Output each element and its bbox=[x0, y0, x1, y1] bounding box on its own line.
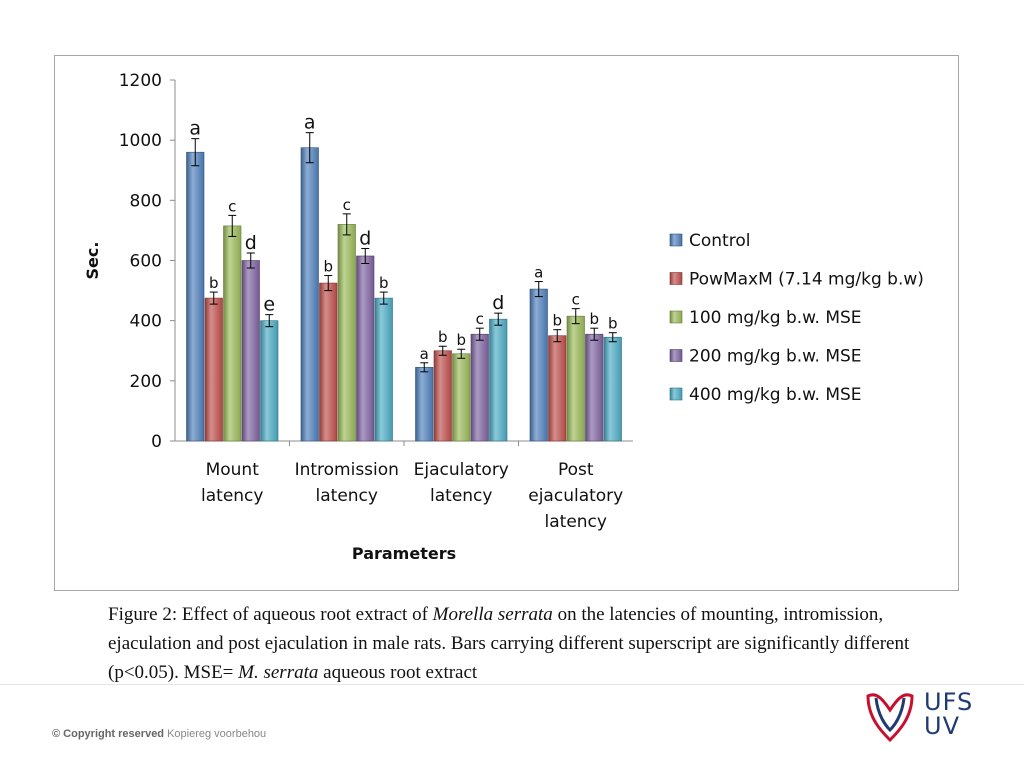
x-category-label: latency bbox=[316, 486, 378, 506]
significance-label: b bbox=[209, 274, 219, 292]
bar bbox=[585, 333, 604, 442]
y-tick-label: 600 bbox=[130, 252, 162, 272]
legend-swatch bbox=[669, 233, 683, 247]
x-category-label: latency bbox=[430, 486, 492, 506]
bar bbox=[260, 320, 279, 442]
caption-text-2: on the latencies of mounting, intromissi… bbox=[108, 604, 910, 683]
caption-species: Morella serrata bbox=[432, 604, 553, 625]
legend-label: 100 mg/kg b.w. MSE bbox=[689, 308, 862, 328]
y-tick-label: 800 bbox=[130, 191, 162, 211]
copyright-notice: © Copyright reserved Kopiereg voorbehou bbox=[52, 728, 266, 740]
bar bbox=[374, 297, 393, 442]
bar bbox=[489, 318, 508, 442]
bar bbox=[452, 353, 471, 442]
significance-label: a bbox=[534, 264, 543, 282]
ufs-logo-icon bbox=[866, 693, 914, 743]
legend-label: Control bbox=[689, 231, 750, 251]
significance-label: a bbox=[420, 345, 429, 363]
chart-frame: 0 200 400 600 800 1000 1200 Sec. Parameters a b c d e… bbox=[54, 55, 959, 591]
significance-label: b bbox=[456, 331, 466, 349]
bar bbox=[433, 350, 452, 442]
logo-line-1: UFS bbox=[924, 688, 974, 716]
legend-swatch bbox=[669, 272, 683, 285]
logo-line-2: UV bbox=[924, 712, 960, 740]
y-tick-label: 400 bbox=[130, 312, 162, 332]
significance-label: b bbox=[379, 274, 389, 292]
significance-label: b bbox=[438, 328, 448, 346]
bar bbox=[204, 297, 223, 442]
ufs-logo-text: UFS UV bbox=[924, 690, 973, 738]
bar-chart: 020040060080010001200Sec.Parametersabcde… bbox=[83, 71, 924, 563]
x-category-label: Post bbox=[558, 460, 594, 480]
bar bbox=[186, 151, 205, 442]
y-tick-label: 0 bbox=[151, 432, 162, 452]
significance-label: c bbox=[343, 196, 351, 214]
y-tick-label: 1000 bbox=[119, 131, 162, 151]
legend-swatch bbox=[669, 349, 683, 362]
x-category-label: latency bbox=[545, 512, 607, 532]
significance-label: a bbox=[304, 112, 316, 134]
bar bbox=[337, 224, 356, 442]
copyright-text: © Copyright reserved bbox=[52, 728, 165, 740]
significance-label: d bbox=[492, 292, 504, 314]
legend-label: 400 mg/kg b.w. MSE bbox=[689, 385, 862, 405]
caption-text-3: aqueous root extract bbox=[318, 662, 478, 683]
footer-band bbox=[0, 684, 1024, 769]
significance-label: a bbox=[189, 118, 201, 140]
x-category-label: Intromission bbox=[295, 460, 399, 480]
x-category-label: ejaculatory bbox=[528, 486, 623, 506]
bar bbox=[300, 147, 319, 442]
significance-label: c bbox=[228, 197, 236, 215]
bar bbox=[241, 260, 260, 442]
y-tick-label: 200 bbox=[130, 372, 162, 392]
significance-label: d bbox=[245, 232, 257, 254]
significance-label: b bbox=[589, 310, 599, 328]
caption-species-abbrev: M. serrata bbox=[238, 662, 319, 683]
bar bbox=[566, 315, 585, 442]
bar bbox=[356, 255, 375, 442]
bar bbox=[529, 288, 548, 442]
significance-label: d bbox=[359, 227, 371, 249]
bar bbox=[319, 282, 338, 442]
bar bbox=[548, 335, 567, 442]
significance-label: b bbox=[323, 258, 333, 276]
bar bbox=[470, 333, 489, 442]
y-tick-label: 1200 bbox=[119, 71, 162, 91]
significance-label: c bbox=[476, 310, 484, 328]
significance-label: b bbox=[608, 315, 618, 333]
significance-label: c bbox=[572, 291, 580, 309]
significance-label: b bbox=[552, 312, 562, 330]
copyright-text-af: Kopiereg voorbehou bbox=[167, 728, 267, 740]
bar bbox=[223, 225, 242, 442]
legend-label: 200 mg/kg b.w. MSE bbox=[689, 347, 862, 367]
x-category-label: latency bbox=[201, 486, 263, 506]
bar bbox=[603, 336, 622, 442]
legend-swatch bbox=[669, 387, 683, 401]
bar bbox=[415, 366, 434, 442]
significance-label: e bbox=[263, 294, 275, 316]
figure-caption: Figure 2: Effect of aqueous root extract… bbox=[108, 600, 968, 687]
legend-swatch bbox=[669, 310, 683, 324]
caption-text-1: Figure 2: Effect of aqueous root extract… bbox=[108, 604, 433, 625]
x-axis-title: Parameters bbox=[352, 544, 456, 563]
legend-label: PowMaxM (7.14 mg/kg b.w) bbox=[689, 270, 924, 290]
x-category-label: Ejaculatory bbox=[414, 460, 509, 480]
y-axis-title: Sec. bbox=[83, 242, 102, 280]
x-category-label: Mount bbox=[206, 460, 260, 480]
